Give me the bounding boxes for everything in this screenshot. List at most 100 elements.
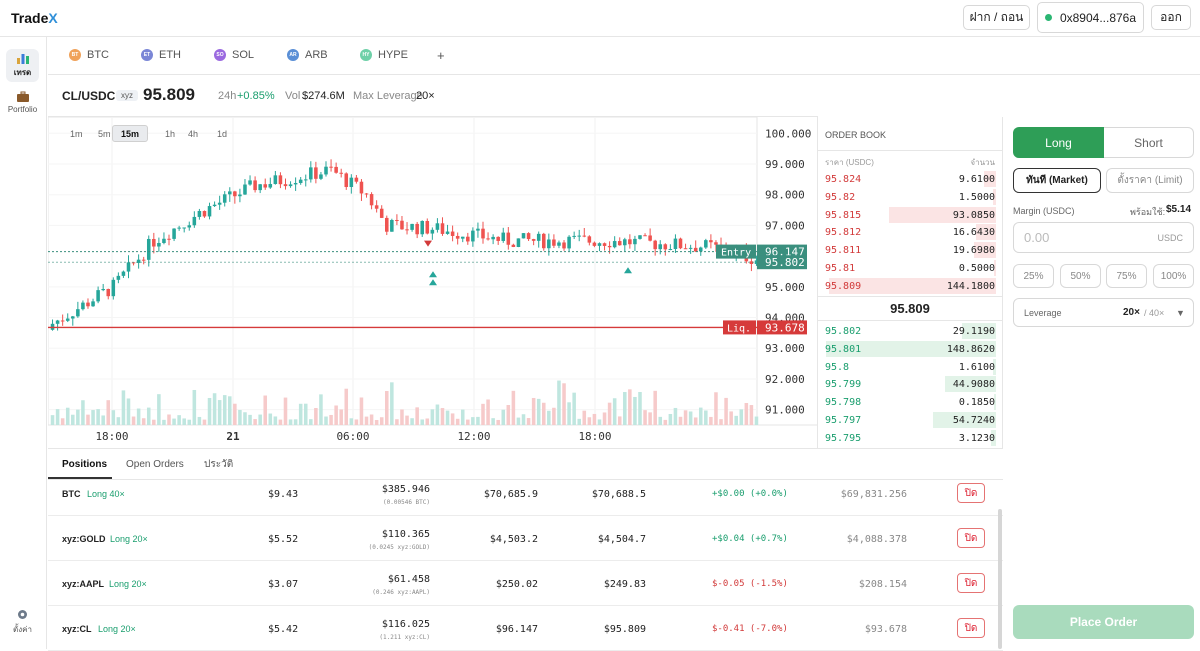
timeframe-4h-button[interactable]: 4h: [188, 128, 199, 139]
close-position-button[interactable]: ปิด: [957, 483, 985, 503]
bid-row[interactable]: 95.798 0.1850: [818, 394, 1002, 412]
logout-button[interactable]: ออก: [1151, 5, 1191, 30]
timeframe-1m-button[interactable]: 1m: [70, 128, 83, 139]
volume-bar: [582, 410, 587, 425]
volume-bar: [739, 409, 744, 425]
volume-bar: [445, 410, 450, 425]
volume-bar: [587, 417, 592, 425]
bid-row[interactable]: 95.799 44.9080: [818, 376, 1002, 394]
pair-name[interactable]: CL/USDC: [62, 89, 116, 103]
candlestick-chart[interactable]: 100.00099.00098.00097.00095.00094.00093.…: [48, 117, 818, 448]
ask-row[interactable]: 95.824 9.6100: [818, 171, 1002, 189]
pct-25-button[interactable]: 25%: [1013, 264, 1054, 288]
leverage-selector[interactable]: Leverage 20× / 40× ▼: [1013, 298, 1194, 327]
candle: [435, 223, 440, 230]
sidebar: เทรด Portfolio ตั้งค่า: [0, 37, 47, 649]
volume-bar: [749, 405, 754, 425]
price-chart[interactable]: 1m 5m 15m 1h 4h 1d 100.000 99.000 98.000 97.000 9…: [48, 117, 818, 448]
depth-bar: [990, 429, 996, 446]
sidebar-item-settings[interactable]: ตั้งค่า: [6, 605, 39, 638]
volume-bar: [222, 395, 227, 425]
bid-row[interactable]: 95.795 3.1230: [818, 429, 1002, 448]
volume-bar: [111, 410, 116, 425]
bid-row[interactable]: 95.801 148.8620: [818, 340, 1002, 359]
candle: [501, 232, 506, 241]
tab-positions[interactable]: Positions: [62, 458, 108, 470]
candle: [420, 220, 424, 235]
bid-row[interactable]: 95.797 54.7240: [818, 412, 1002, 430]
ask-row[interactable]: 95.81 0.5000: [818, 260, 1002, 278]
volume-bar: [734, 415, 738, 425]
position-row[interactable]: xyz:CL Long 20× $5.42 $116.025 (1.211 xyz:CL…: [48, 606, 1003, 651]
volume-bar: [71, 414, 75, 425]
max-leverage-label: Max Leverage: [353, 90, 423, 102]
volume-bar: [293, 419, 298, 425]
app-logo[interactable]: TradeX: [11, 10, 58, 26]
close-position-button[interactable]: ปิด: [957, 573, 985, 593]
sidebar-item-trade[interactable]: เทรด: [6, 49, 39, 82]
ask-row[interactable]: 95.812 16.6430: [818, 224, 1002, 242]
candle: [425, 220, 430, 234]
volume-bar: [177, 415, 181, 425]
pct-75-button[interactable]: 75%: [1106, 264, 1147, 288]
deposit-withdraw-button[interactable]: ฝาก / ถอน: [963, 5, 1030, 30]
candle: [344, 173, 349, 187]
sidebar-item-portfolio[interactable]: Portfolio: [6, 86, 39, 119]
ask-row[interactable]: 95.809 144.1800: [818, 277, 1002, 296]
bid-row[interactable]: 95.802 29.1190: [818, 323, 1002, 341]
tab-history[interactable]: ประวัติ: [204, 458, 234, 470]
bid-row[interactable]: 95.8 1.6100: [818, 358, 1002, 377]
tab-open-orders[interactable]: Open Orders: [126, 458, 184, 470]
position-row[interactable]: xyz:GOLD Long 20× $5.52 $110.365 (0.0245 xyz…: [48, 516, 1003, 561]
market-order-tab[interactable]: ทันที (Market): [1013, 168, 1101, 193]
y-tick-label: 95.000: [765, 281, 805, 294]
bid-price: 95.797: [825, 415, 862, 426]
volume-bar: [187, 419, 192, 425]
pct-50-button[interactable]: 50%: [1060, 264, 1101, 288]
candle: [131, 262, 136, 264]
candle: [683, 248, 688, 250]
asset-tab-eth[interactable]: ET ETH: [141, 49, 181, 61]
short-button[interactable]: Short: [1104, 127, 1194, 158]
candle: [162, 238, 166, 243]
candle: [96, 290, 100, 302]
depth-bar: [829, 277, 996, 294]
candle: [379, 208, 384, 218]
wallet-button[interactable]: 0x8904...876a: [1037, 2, 1144, 33]
add-tab-button[interactable]: +: [437, 48, 445, 63]
long-button[interactable]: Long: [1013, 127, 1104, 158]
close-position-button[interactable]: ปิด: [957, 528, 985, 548]
pct-100-button[interactable]: 100%: [1153, 264, 1194, 288]
timeframe-1h-button[interactable]: 1h: [165, 128, 176, 139]
close-position-button[interactable]: ปิด: [957, 618, 985, 638]
asset-tab-btc[interactable]: BT BTC: [69, 49, 109, 61]
positions-scrollbar[interactable]: [998, 509, 1002, 649]
y-tick-label: 98.000: [765, 189, 805, 202]
position-row[interactable]: BTC Long 40× $9.43 $385.946 (0.00546 BTC) $70…: [48, 471, 1003, 516]
candle: [390, 219, 394, 232]
ask-row[interactable]: 95.811 19.6980: [818, 242, 1002, 260]
asset-tab-sol[interactable]: SO SOL: [214, 49, 254, 61]
ask-row[interactable]: 95.815 93.0850: [818, 206, 1002, 225]
candle: [126, 262, 131, 272]
volume-bar: [253, 419, 257, 425]
timeframe-1d-button[interactable]: 1d: [217, 128, 228, 139]
margin-input[interactable]: 0.00 USDC: [1013, 222, 1194, 253]
x-tick-label: 18:00: [578, 430, 611, 443]
asset-tab-hype[interactable]: HY HYPE: [360, 49, 408, 61]
volume-bar: [182, 418, 186, 425]
volume-bar: [430, 409, 435, 425]
timeframe-15m-button[interactable]: 15m: [112, 125, 149, 142]
volume-bar: [354, 419, 359, 425]
ask-row[interactable]: 95.82 1.5000: [818, 188, 1002, 207]
order-book: ORDER BOOK ราคา (USDC) จำนวน 95.824 9.610…: [818, 117, 1003, 448]
candle: [106, 288, 111, 297]
asset-tab-arb[interactable]: AR ARB: [287, 49, 328, 61]
limit-order-tab[interactable]: ตั้งราคา (Limit): [1106, 168, 1194, 193]
candle: [638, 235, 642, 239]
place-order-button[interactable]: Place Order: [1013, 605, 1194, 639]
timeframe-5m-button[interactable]: 5m: [98, 128, 111, 139]
candle: [364, 193, 369, 195]
position-row[interactable]: xyz:AAPL Long 20× $3.07 $61.458 (0.246 xyz:A…: [48, 561, 1003, 606]
bid-qty: 148.8620: [946, 343, 995, 355]
